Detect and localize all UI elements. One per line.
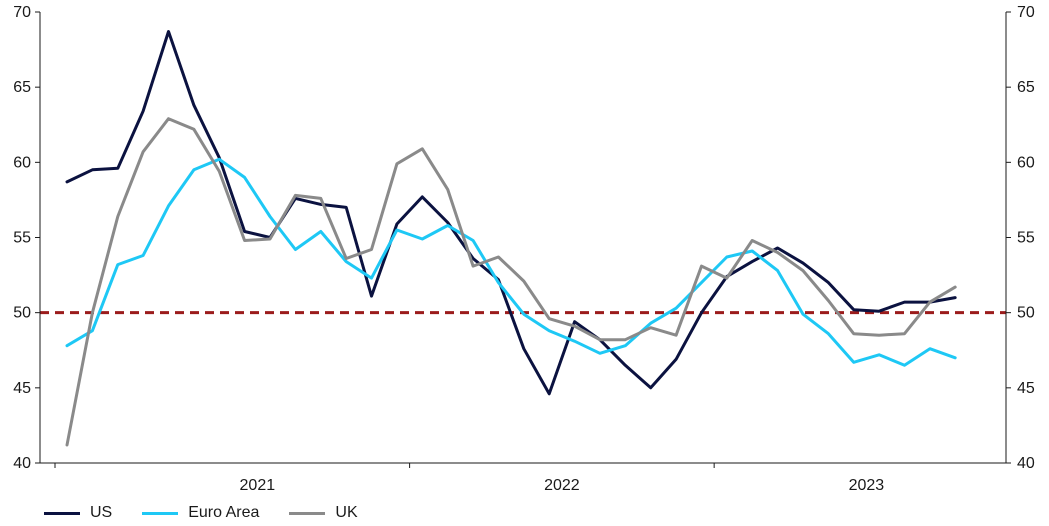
series-line-euro-area bbox=[65, 157, 957, 367]
series-lines bbox=[65, 30, 957, 447]
y-tick-label-right: 45 bbox=[1017, 380, 1035, 397]
legend-label-us: US bbox=[90, 504, 113, 521]
y-tick-label-right: 40 bbox=[1017, 455, 1035, 472]
y-tick-label-left: 70 bbox=[13, 4, 31, 21]
y-tick-label-left: 45 bbox=[13, 380, 31, 397]
x-tick-label: 2021 bbox=[240, 477, 276, 494]
legend-item-uk: UK bbox=[289, 504, 358, 522]
y-tick-label-right: 70 bbox=[1017, 4, 1035, 21]
x-tick-label: 2022 bbox=[544, 477, 580, 494]
legend-swatch-uk bbox=[289, 511, 326, 515]
legend: US Euro Area UK bbox=[44, 500, 388, 526]
series-line-us bbox=[65, 30, 957, 396]
legend-label-euro-area: Euro Area bbox=[188, 504, 260, 521]
legend-label-uk: UK bbox=[335, 504, 358, 521]
y-tick-label-left: 55 bbox=[13, 230, 31, 247]
y-tick-label-right: 60 bbox=[1017, 154, 1035, 171]
line-chart: 40 40 45 45 50 50 55 55 60 60 65 65 70 70 2021 2022 2023 bbox=[13, 4, 1035, 494]
y-tick-label-right: 65 bbox=[1017, 79, 1035, 96]
series-line-uk bbox=[65, 117, 957, 447]
x-tick-label: 2023 bbox=[849, 477, 885, 494]
legend-swatch-us bbox=[44, 511, 80, 515]
y-tick-label-right: 55 bbox=[1017, 230, 1035, 247]
y-tick-label-left: 65 bbox=[13, 79, 31, 96]
legend-item-us: US bbox=[44, 504, 112, 522]
axes: 40 40 45 45 50 50 55 55 60 60 65 65 70 70 2021 2022 2023 bbox=[13, 4, 1035, 494]
y-tick-label-right: 50 bbox=[1017, 305, 1035, 322]
y-tick-label-left: 50 bbox=[13, 305, 31, 322]
legend-swatch-euro-area bbox=[142, 511, 179, 515]
legend-item-euro-area: Euro Area bbox=[142, 504, 259, 522]
y-tick-label-left: 40 bbox=[13, 455, 31, 472]
y-tick-label-left: 60 bbox=[13, 154, 31, 171]
